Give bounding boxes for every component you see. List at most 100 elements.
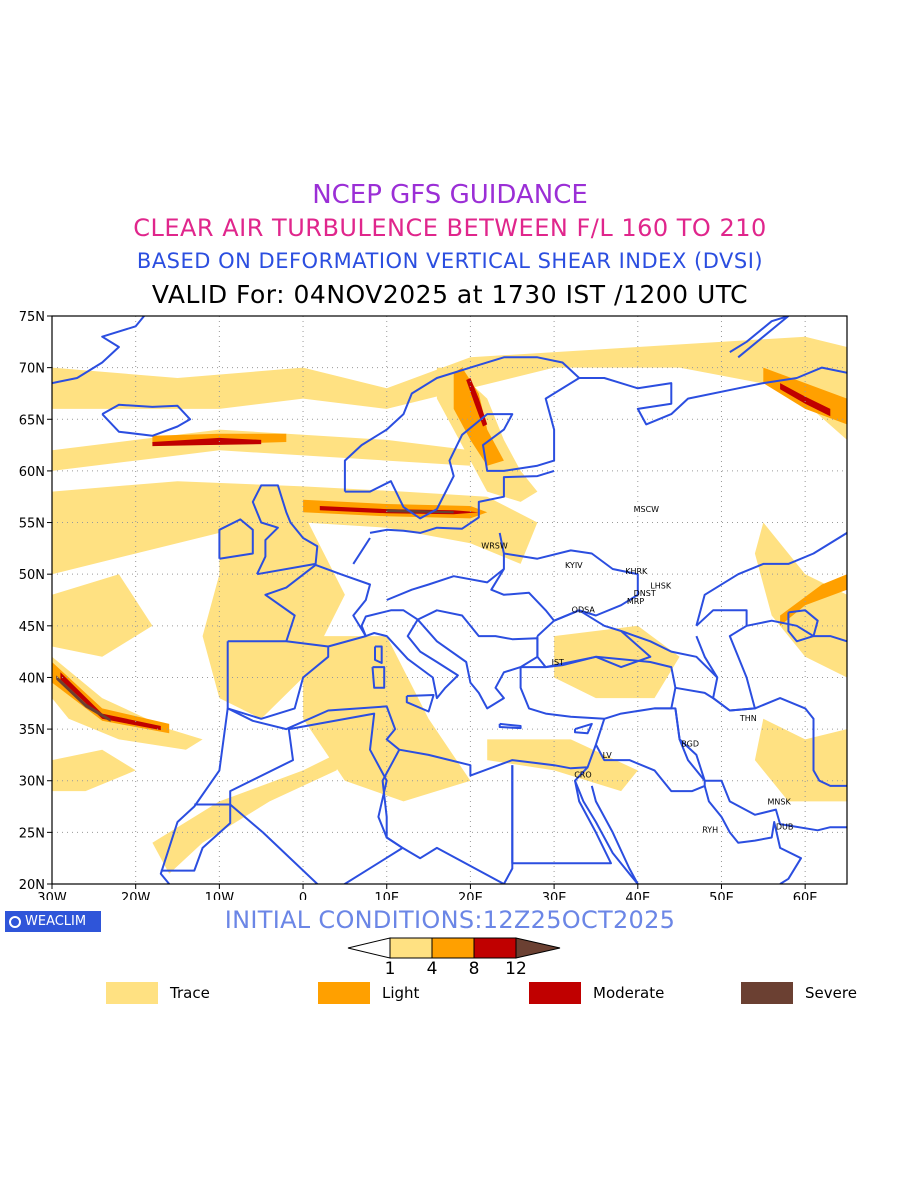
lat-tick-label: 55N <box>19 517 45 532</box>
turbulence-region-severe <box>56 675 111 722</box>
legend-label-light: Light <box>382 984 420 1002</box>
border-greenland <box>52 316 145 385</box>
lon-tick-label: 60E <box>793 891 818 900</box>
border-great-britain <box>251 484 319 576</box>
border-sardinia <box>371 666 386 689</box>
city-label: KHRK <box>625 567 648 576</box>
city-label: KYIV <box>565 561 583 570</box>
turbulence-region-trace <box>202 512 345 719</box>
turbulence-region-moderate <box>152 437 262 447</box>
city-label: LHSK <box>650 582 672 591</box>
map-frame <box>51 315 848 885</box>
lon-tick-label: 20W <box>121 891 151 900</box>
legend-item-severe: Severe <box>741 982 857 1004</box>
border-aral <box>787 609 819 643</box>
border-arabia <box>703 785 802 884</box>
legend-item-moderate: Moderate <box>529 982 664 1004</box>
city-label: CRO <box>574 771 591 780</box>
turbulence-region-light <box>780 574 847 626</box>
border-arabia-west <box>590 785 639 884</box>
city-label: MRP <box>627 597 644 606</box>
legend-label-trace: Trace <box>170 984 210 1002</box>
border-ukraine <box>490 549 639 622</box>
turbulence-region-trace <box>52 574 153 657</box>
turbulence-region-trace <box>754 522 847 678</box>
border-red-sea <box>574 780 639 884</box>
lat-tick-label: 50N <box>19 568 45 583</box>
turbulence-region-moderate <box>780 383 831 417</box>
turbulence-region-trace <box>303 636 471 802</box>
city-label: RYH <box>702 825 718 834</box>
turbulence-region-moderate <box>466 378 488 427</box>
lon-tick-label: 40E <box>625 891 650 900</box>
border-caucasus <box>620 630 719 679</box>
colorbar-segment <box>473 937 517 959</box>
border-france <box>264 563 371 648</box>
turbulence-region-moderate <box>60 672 161 731</box>
city-label: DNST <box>634 589 656 598</box>
legend-item-light: Light <box>318 982 419 1004</box>
lat-tick-label: 70N <box>19 362 45 377</box>
lat-tick-label: 40N <box>19 671 45 686</box>
border-iran-north <box>675 686 847 787</box>
colorbar-tick-label: 4 <box>427 959 438 979</box>
title-line-2: CLEAR AIR TURBULENCE BETWEEN F/L 160 TO … <box>133 214 767 242</box>
city-label: LV <box>603 751 613 760</box>
border-iberia <box>226 640 330 720</box>
border-corsica <box>374 645 383 664</box>
border-ireland <box>218 518 254 560</box>
colorbar-low-arrow <box>347 937 391 959</box>
title-line-1: NCEP GFS GUIDANCE <box>312 180 588 210</box>
lon-tick-label: 10W <box>205 891 235 900</box>
border-russia-arctic <box>579 366 847 426</box>
lat-tick-label: 75N <box>19 310 45 325</box>
border-levant <box>595 708 706 793</box>
city-label: IST <box>552 658 564 667</box>
brand-label: WEACLIM <box>25 914 87 929</box>
border-central-europe-2 <box>386 532 505 601</box>
border-north-africa <box>227 705 606 777</box>
border-baltic-coast <box>369 469 555 534</box>
border-western-sahara <box>160 803 232 872</box>
border-central-europe-1 <box>352 537 371 565</box>
borders-layer <box>52 316 847 884</box>
turbulence-regions-layer <box>52 336 847 874</box>
turbulence-region-severe <box>386 509 454 514</box>
border-algeria <box>229 712 404 884</box>
legend-swatch-light <box>318 982 370 1004</box>
legend-swatch-severe <box>741 982 793 1004</box>
lat-tick-label: 25N <box>19 826 45 841</box>
border-svalbard-novaya <box>729 316 790 359</box>
city-label: WRSW <box>481 541 508 550</box>
lat-tick-label: 60N <box>19 465 45 480</box>
border-central-asia <box>746 619 847 643</box>
border-cyprus <box>574 722 593 735</box>
colorbar-segment <box>431 937 475 959</box>
border-iceland <box>101 403 192 437</box>
border-scandinavia <box>343 356 581 520</box>
turbulence-region-trace <box>52 481 538 575</box>
lon-tick-label: 30E <box>542 891 567 900</box>
lat-tick-label: 35N <box>19 723 45 738</box>
city-label: ODSA <box>572 605 596 614</box>
lat-tick-label: 45N <box>19 620 45 635</box>
turbulence-legend: Trace Light Moderate Severe <box>0 982 900 1006</box>
city-label: THN <box>739 714 757 723</box>
valid-time-line: VALID For: 04NOV2025 at 1730 IST /1200 U… <box>151 280 749 309</box>
lat-tick-label: 30N <box>19 775 45 790</box>
border-iraq-iran <box>654 707 847 832</box>
lon-tick-label: 50E <box>709 891 734 900</box>
border-crete <box>498 722 522 730</box>
border-libya <box>381 749 514 884</box>
lon-tick-label: 10E <box>374 891 399 900</box>
lon-tick-label: 20E <box>458 891 483 900</box>
turbulence-region-trace <box>152 749 345 874</box>
lon-tick-label: 30W <box>37 891 67 900</box>
lon-tick-label: 0 <box>299 891 307 900</box>
legend-label-severe: Severe <box>805 984 857 1002</box>
legend-label-moderate: Moderate <box>593 984 665 1002</box>
title-line-3: BASED ON DEFORMATION VERTICAL SHEAR INDE… <box>136 249 764 273</box>
